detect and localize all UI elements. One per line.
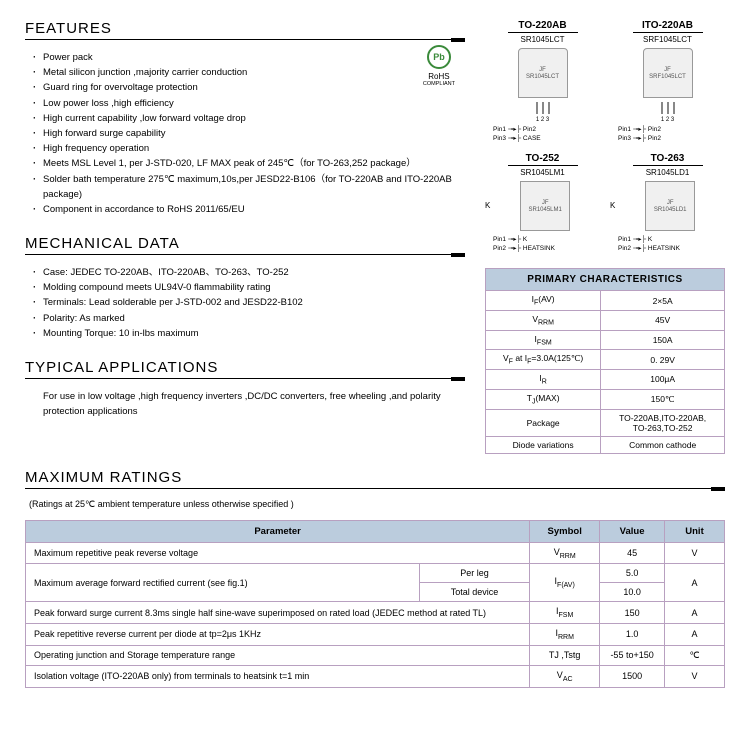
primary-characteristics-table: PRIMARY CHARACTERISTICS IF(AV)2×5AVRRM45… xyxy=(485,268,725,453)
ratings-value: -55 to+150 xyxy=(600,645,665,665)
ratings-param: Maximum repetitive peak reverse voltage xyxy=(26,542,530,564)
ratings-param: Maximum average forward rectified curren… xyxy=(26,564,420,602)
features-title: FEATURES xyxy=(25,20,465,40)
list-item: Polarity: As marked xyxy=(33,311,465,326)
package-pinout: Pin1 ⊸▸├ KPin2 ⊸▸├ HEATSINK xyxy=(610,235,725,253)
primary-title: PRIMARY CHARACTERISTICS xyxy=(486,269,725,291)
ratings-cond: Total device xyxy=(419,583,529,602)
package-image: JFSRF1045LCT xyxy=(643,48,693,98)
package-pinout: Pin1 ⊸▸├ KPin2 ⊸▸├ HEATSINK xyxy=(485,235,600,253)
package-type: ITO-220AB xyxy=(633,20,703,33)
list-item: Power pack xyxy=(33,50,465,65)
list-item: High frequency operation xyxy=(33,141,465,156)
char-val: 150℃ xyxy=(601,389,725,409)
ratings-unit: A xyxy=(665,564,725,602)
ratings-symbol: TJ ,Tstg xyxy=(530,645,600,665)
package-type: TO-263 xyxy=(633,153,703,166)
ratings-title: MAXIMUM RATINGS xyxy=(25,469,725,489)
ratings-unit: A xyxy=(665,624,725,646)
package-pinout: Pin1 ⊸▸├ Pin2Pin3 ⊸▸├ Pin2 xyxy=(610,125,725,143)
ratings-value: 10.0 xyxy=(600,583,665,602)
list-item: Terminals: Lead solderable per J-STD-002… xyxy=(33,295,465,310)
ratings-unit: ℃ xyxy=(665,645,725,665)
char-val: 150A xyxy=(601,330,725,350)
char-key: Diode variations xyxy=(486,436,601,453)
ratings-param: Operating junction and Storage temperatu… xyxy=(26,645,530,665)
package-part: SR1045LM1 xyxy=(485,168,600,177)
char-val: 100μA xyxy=(601,370,725,390)
package-image: JFSR1045LCT xyxy=(518,48,568,98)
package-image: JFSR1045LD1 xyxy=(645,181,695,231)
ratings-param: Isolation voltage (ITO-220AB only) from … xyxy=(26,665,530,687)
ratings-param: Peak repetitive reverse current per diod… xyxy=(26,624,530,646)
ratings-unit: V xyxy=(665,665,725,687)
ratings-unit: V xyxy=(665,542,725,564)
ratings-value: 150 xyxy=(600,602,665,624)
ratings-unit: A xyxy=(665,602,725,624)
list-item: Component in accordance to RoHS 2011/65/… xyxy=(33,202,465,217)
ratings-param: Peak forward surge current 8.3ms single … xyxy=(26,602,530,624)
char-key: IFSM xyxy=(486,330,601,350)
ratings-symbol: VRRM xyxy=(530,542,600,564)
ratings-table: ParameterSymbolValueUnit Maximum repetit… xyxy=(25,520,725,688)
package-part: SR1045LCT xyxy=(485,35,600,44)
ratings-note: (Ratings at 25℃ ambient temperature unle… xyxy=(25,499,725,510)
package-type: TO-220AB xyxy=(508,20,578,33)
mechanical-list: Case: JEDEC TO-220AB、ITO-220AB、TO-263、TO… xyxy=(25,265,465,341)
char-key: Package xyxy=(486,409,601,436)
ratings-header: Value xyxy=(600,520,665,542)
char-val: TO-220AB,ITO-220AB,TO-263,TO-252 xyxy=(601,409,725,436)
ratings-value: 45 xyxy=(600,542,665,564)
package-cell: TO-263SR1045LD1KJFSR1045LD1Pin1 ⊸▸├ KPin… xyxy=(610,153,725,253)
char-val: 2×5A xyxy=(601,291,725,311)
char-key: VF at IF=3.0A(125℃) xyxy=(486,350,601,370)
list-item: Guard ring for overvoltage protection xyxy=(33,80,465,95)
list-item: Meets MSL Level 1, per J-STD-020, LF MAX… xyxy=(33,156,465,171)
mechanical-title: MECHANICAL DATA xyxy=(25,235,465,255)
list-item: Mounting Torque: 10 in-lbs maximum xyxy=(33,326,465,341)
package-cell: ITO-220ABSRF1045LCTJFSRF1045LCT1 2 3Pin1… xyxy=(610,20,725,143)
list-item: Low power loss ,high efficiency xyxy=(33,96,465,111)
list-item: Metal silicon junction ,majority carrier… xyxy=(33,65,465,80)
package-type: TO-252 xyxy=(508,153,578,166)
package-cell: TO-252SR1045LM1KJFSR1045LM1Pin1 ⊸▸├ KPin… xyxy=(485,153,600,253)
char-val: 45V xyxy=(601,311,725,331)
ratings-symbol: VAC xyxy=(530,665,600,687)
ratings-value: 1500 xyxy=(600,665,665,687)
ratings-value: 1.0 xyxy=(600,624,665,646)
list-item: High current capability ,low forward vol… xyxy=(33,111,465,126)
char-val: 0. 29V xyxy=(601,350,725,370)
packages-grid: TO-220ABSR1045LCTJFSR1045LCT1 2 3Pin1 ⊸▸… xyxy=(485,20,725,253)
ratings-header: Unit xyxy=(665,520,725,542)
package-part: SRF1045LCT xyxy=(610,35,725,44)
ratings-header: Parameter xyxy=(26,520,530,542)
ratings-header: Symbol xyxy=(530,520,600,542)
applications-title: TYPICAL APPLICATIONS xyxy=(25,359,465,379)
ratings-value: 5.0 xyxy=(600,564,665,583)
list-item: High forward surge capability xyxy=(33,126,465,141)
package-part: SR1045LD1 xyxy=(610,168,725,177)
package-pinout: Pin1 ⊸▸├ Pin2Pin3 ⊸▸├ CASE xyxy=(485,125,600,143)
char-key: TJ(MAX) xyxy=(486,389,601,409)
char-key: IF(AV) xyxy=(486,291,601,311)
ratings-symbol: IFSM xyxy=(530,602,600,624)
features-list: Power packMetal silicon junction ,majori… xyxy=(25,50,465,217)
ratings-cond: Per leg xyxy=(419,564,529,583)
list-item: Molding compound meets UL94V-0 flammabil… xyxy=(33,280,465,295)
ratings-symbol: IF(AV) xyxy=(530,564,600,602)
ratings-symbol: IRRM xyxy=(530,624,600,646)
applications-text: For use in low voltage ,high frequency i… xyxy=(25,389,465,419)
list-item: Case: JEDEC TO-220AB、ITO-220AB、TO-263、TO… xyxy=(33,265,465,280)
char-key: IR xyxy=(486,370,601,390)
package-cell: TO-220ABSR1045LCTJFSR1045LCT1 2 3Pin1 ⊸▸… xyxy=(485,20,600,143)
list-item: Solder bath temperature 275℃ maximum,10s… xyxy=(33,172,465,202)
char-key: VRRM xyxy=(486,311,601,331)
package-image: JFSR1045LM1 xyxy=(520,181,570,231)
char-val: Common cathode xyxy=(601,436,725,453)
